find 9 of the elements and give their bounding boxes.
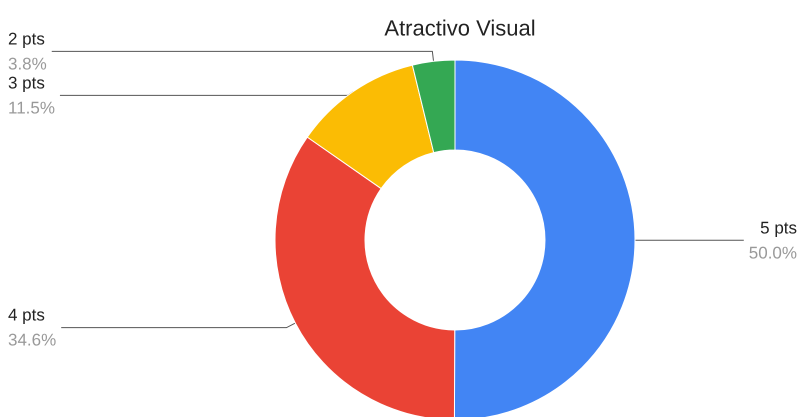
data-label: 50.0% [748, 243, 797, 262]
slice-label: 4 pts [8, 306, 45, 325]
slice-label: 3 pts [8, 73, 45, 92]
slice-label: 5 pts [760, 218, 797, 238]
data-label: 11.5% [8, 98, 55, 118]
slice-label: 2 pts [8, 29, 45, 48]
data-label: 3.8% [8, 54, 47, 74]
chart-title: Atractivo Visual [384, 16, 536, 40]
data-label: 34.6% [8, 330, 56, 350]
